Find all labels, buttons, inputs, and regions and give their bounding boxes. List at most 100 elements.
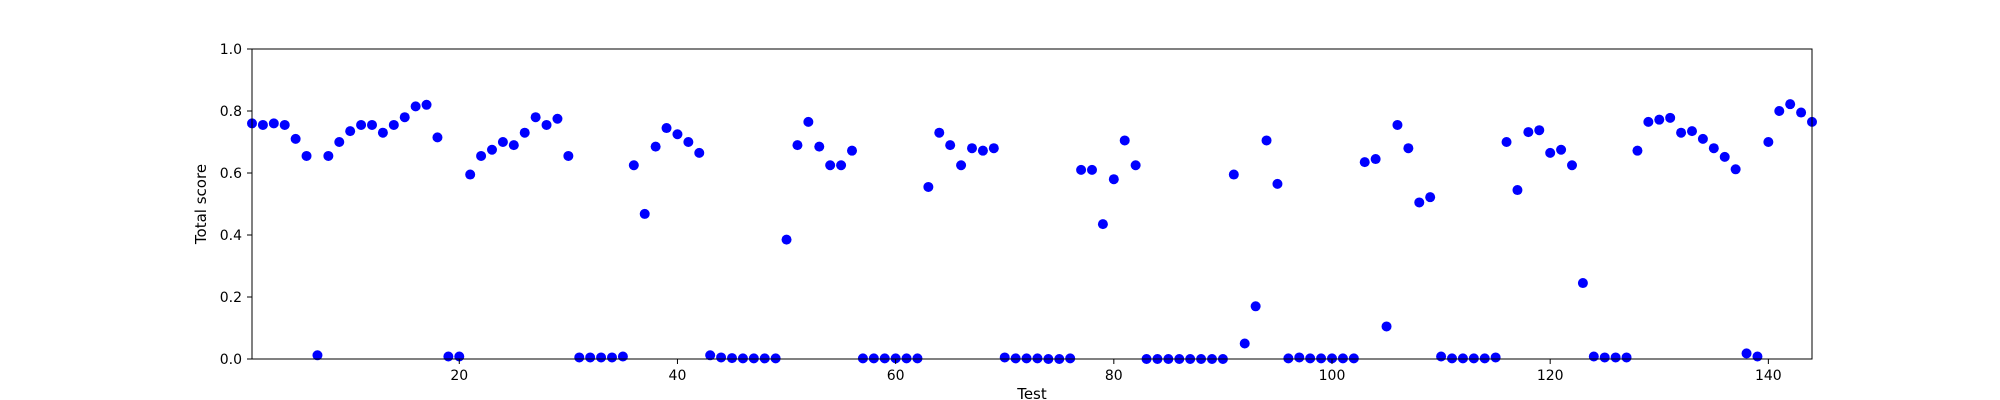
data-point	[868, 353, 879, 364]
data-point	[1097, 219, 1108, 230]
data-point	[1316, 353, 1327, 364]
x-tick-label: 20	[450, 368, 468, 384]
data-point	[334, 137, 345, 147]
data-point	[345, 126, 356, 137]
data-point	[323, 150, 334, 161]
data-point	[1414, 197, 1425, 208]
y-tick-label: 0.8	[220, 104, 242, 120]
data-point	[967, 143, 977, 154]
data-point	[803, 116, 814, 127]
x-axis-ticks: 20 40 60 80 100 120 140	[450, 359, 1782, 384]
y-axis-ticks: 0.0 0.2 0.4 0.6 0.8 1.0	[220, 42, 252, 368]
data-point	[257, 119, 268, 130]
data-point	[836, 160, 847, 171]
data-point	[748, 353, 759, 364]
data-point	[650, 141, 661, 152]
x-tick-label: 80	[1105, 368, 1123, 384]
data-point	[988, 143, 999, 154]
data-point	[377, 127, 388, 138]
data-point	[519, 127, 530, 138]
data-point	[388, 119, 399, 130]
data-point	[574, 352, 585, 363]
data-point	[1457, 353, 1468, 364]
y-axis-label: Total score	[192, 164, 210, 245]
data-point	[1010, 353, 1021, 364]
data-point	[1599, 352, 1610, 363]
data-point	[1283, 353, 1294, 364]
data-point	[1577, 278, 1588, 289]
data-point	[487, 144, 497, 155]
y-tick-label: 0.2	[220, 290, 242, 306]
data-point	[1228, 169, 1239, 180]
data-point	[443, 351, 454, 362]
y-tick-label: 0.0	[220, 352, 242, 368]
data-point	[1501, 137, 1512, 147]
data-point	[367, 119, 377, 130]
data-point	[1425, 192, 1436, 203]
data-point	[301, 150, 312, 161]
data-point	[530, 112, 541, 123]
data-point	[1763, 137, 1774, 147]
data-point	[312, 350, 323, 361]
data-point	[770, 353, 781, 364]
data-point	[1643, 116, 1654, 127]
data-point	[1621, 352, 1632, 363]
data-point	[1348, 353, 1359, 364]
data-point	[1545, 147, 1556, 158]
data-point	[1632, 145, 1643, 156]
data-point	[1076, 164, 1087, 175]
data-point	[1294, 352, 1305, 363]
data-point	[716, 352, 727, 363]
data-point	[1708, 143, 1719, 154]
x-tick-label: 60	[887, 368, 905, 384]
x-tick-label: 140	[1755, 368, 1782, 384]
data-point	[279, 119, 290, 130]
data-point	[781, 234, 792, 245]
data-point	[956, 160, 967, 171]
data-point	[923, 181, 934, 192]
data-point	[814, 141, 825, 152]
x-tick-label: 100	[1319, 368, 1346, 384]
data-point	[596, 352, 607, 363]
data-point	[1337, 353, 1348, 364]
y-tick-label: 0.4	[220, 228, 242, 244]
data-point	[1523, 127, 1534, 138]
data-point	[1752, 351, 1763, 362]
data-point	[1370, 154, 1381, 165]
data-point	[1588, 351, 1599, 362]
data-point	[1119, 135, 1130, 146]
data-point	[1741, 348, 1752, 359]
data-point	[421, 99, 432, 110]
data-point	[563, 150, 574, 161]
data-point	[1403, 143, 1414, 154]
data-point	[890, 353, 901, 364]
data-point	[705, 350, 716, 361]
data-point	[1512, 185, 1523, 196]
data-point	[1556, 144, 1567, 155]
data-point	[628, 160, 639, 171]
y-tick-label: 0.6	[220, 166, 242, 182]
data-point	[1436, 351, 1447, 362]
data-point	[1381, 321, 1392, 332]
data-point	[912, 353, 923, 364]
data-point	[879, 353, 890, 364]
data-point	[1272, 178, 1283, 189]
data-point	[1468, 353, 1479, 364]
data-point	[476, 150, 487, 161]
data-point	[661, 123, 672, 134]
data-point	[541, 119, 552, 130]
data-point	[1654, 114, 1665, 125]
data-point	[1665, 112, 1676, 123]
data-point	[694, 147, 705, 158]
data-point	[1697, 133, 1708, 144]
data-point	[847, 145, 857, 156]
data-points	[247, 99, 1817, 364]
data-point	[1108, 174, 1119, 185]
data-point	[759, 353, 770, 364]
data-point	[508, 140, 519, 151]
data-point	[1305, 353, 1316, 364]
data-point	[585, 352, 596, 363]
data-point	[1021, 353, 1032, 364]
data-point	[1676, 127, 1687, 138]
